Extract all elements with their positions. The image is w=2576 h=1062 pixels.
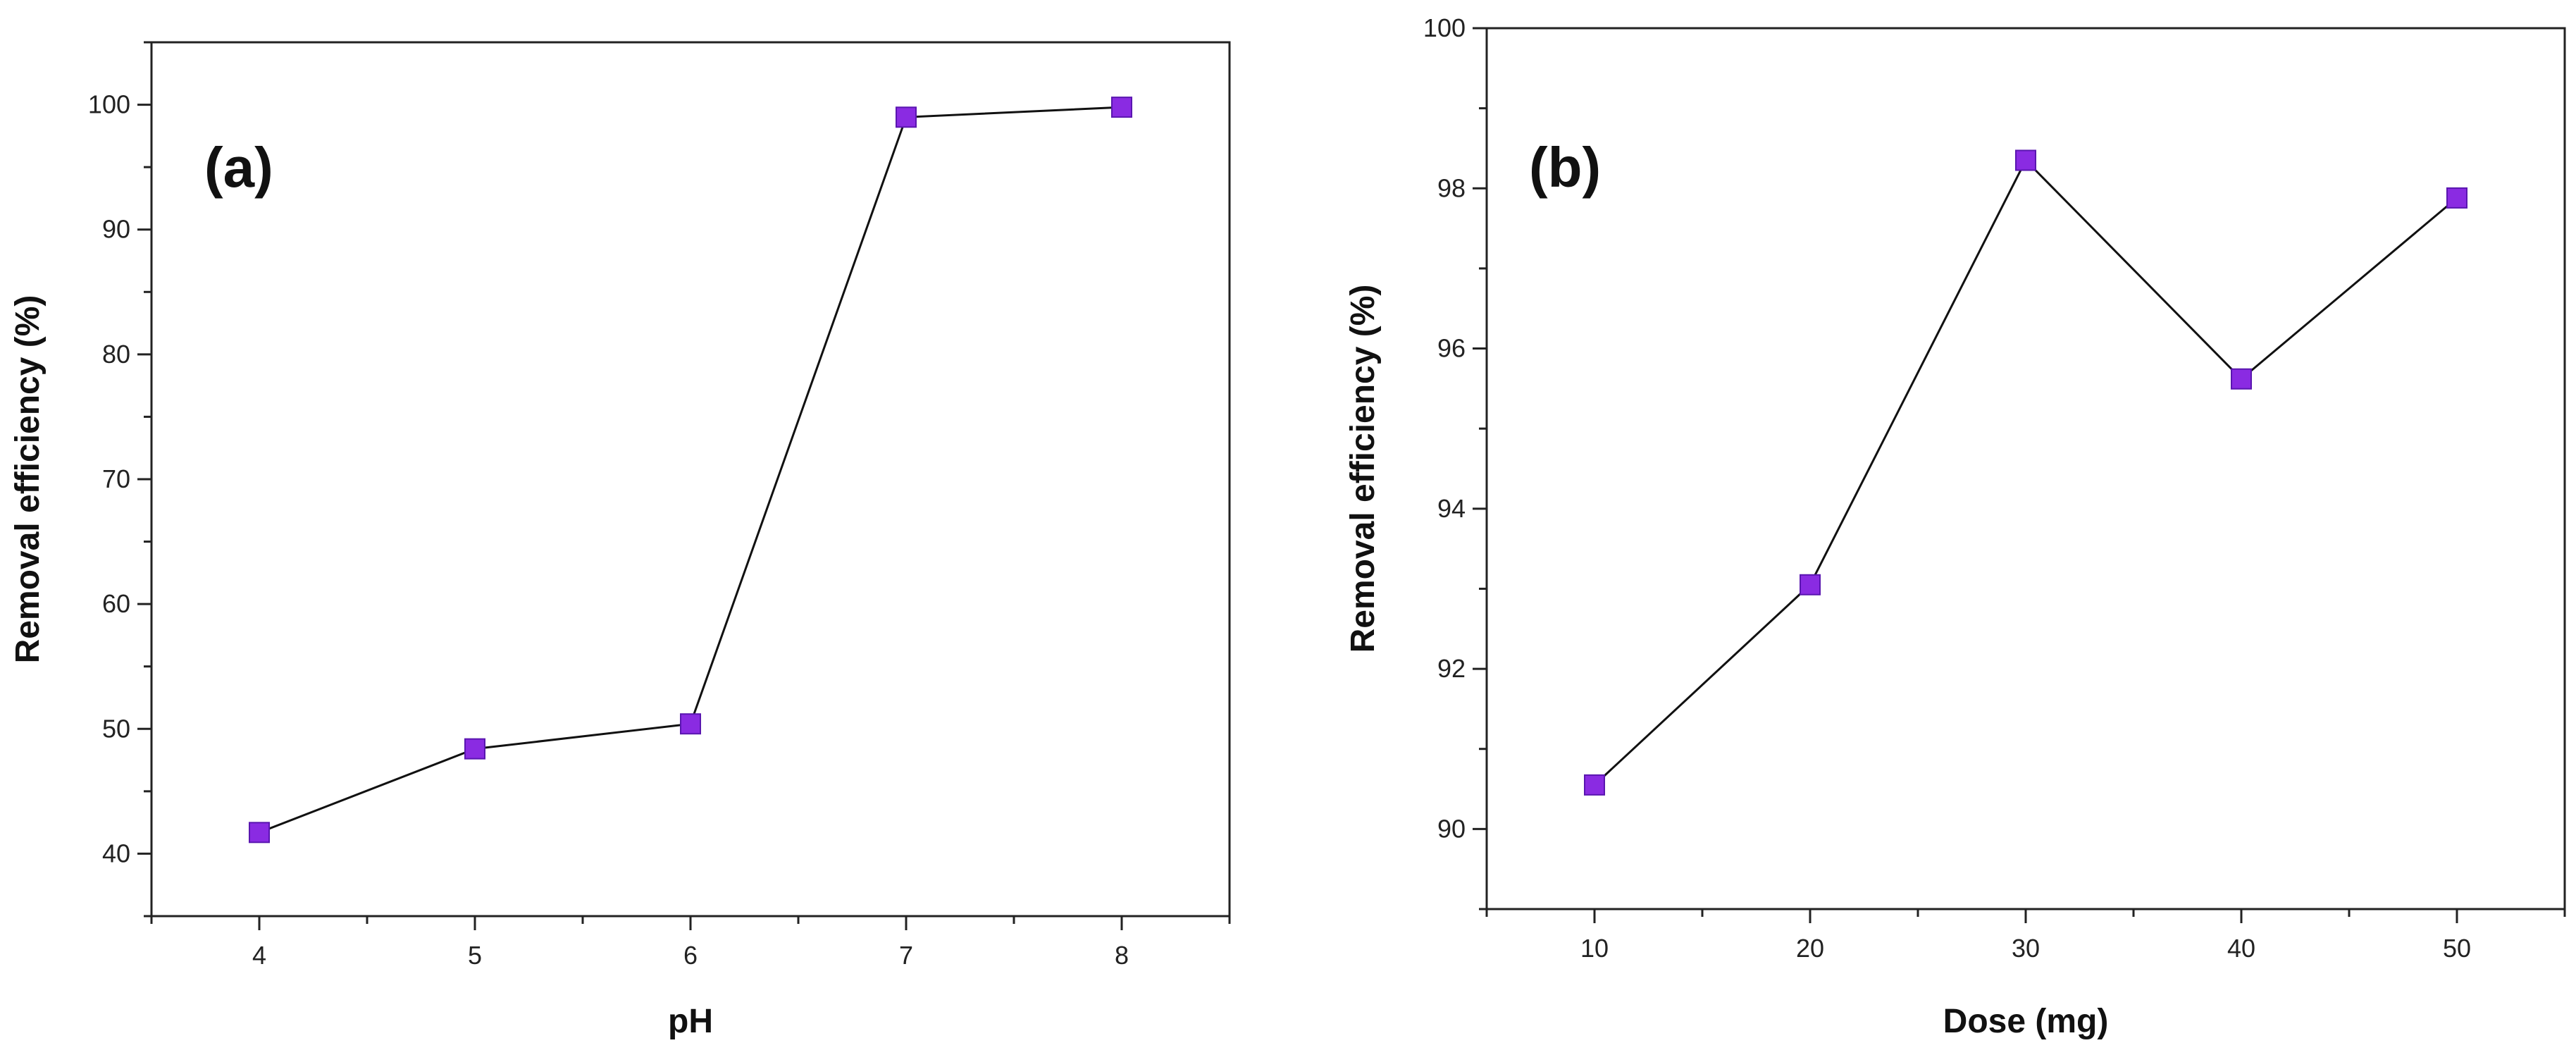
chart-panel-a: 40 50 60 70 80 90 100 4 5 6 7 8 (a) pH Removal eff…	[9, 41, 1231, 1040]
x-tick-label: 8	[1115, 941, 1129, 970]
x-tick-label: 40	[2227, 934, 2255, 963]
x-tick-label: 5	[468, 941, 482, 970]
data-point-marker	[2015, 149, 2036, 171]
data-point-marker	[1800, 574, 1821, 595]
y-tick-label: 100	[88, 90, 130, 119]
y-tick-label: 90	[1437, 814, 1466, 843]
y-axis-title-b: Removal efficiency (%)	[1344, 285, 1382, 653]
panel-label-a: (a)	[204, 136, 273, 199]
y-axis-title-a: Removal efficiency (%)	[9, 295, 47, 664]
plot-area-b	[1584, 149, 2467, 796]
data-point-marker	[464, 738, 485, 760]
y-tick-label: 98	[1437, 173, 1466, 202]
x-tick-label: 4	[252, 941, 266, 970]
x-axis-title-b: Dose (mg)	[1943, 1003, 2109, 1040]
data-point-marker	[249, 822, 270, 844]
y-tick-label: 70	[102, 464, 130, 493]
y-tick-label: 50	[102, 714, 130, 743]
y-tick-label: 60	[102, 589, 130, 618]
plot-area-a	[249, 97, 1132, 844]
x-tick-label: 10	[1580, 934, 1609, 963]
x-tick-label: 7	[899, 941, 913, 970]
plot-frame-a	[150, 41, 1231, 918]
x-axis-ticks-b: 10 20 30 40 50	[1485, 909, 2566, 963]
data-point-marker	[1111, 97, 1132, 118]
y-tick-label: 90	[102, 215, 130, 244]
x-axis-ticks-a: 4 5 6 7 8	[150, 916, 1231, 970]
data-point-marker	[1584, 774, 1605, 796]
x-tick-label: 20	[1796, 934, 1824, 963]
y-tick-label: 100	[1423, 13, 1466, 42]
x-axis-title-a: pH	[668, 1003, 713, 1040]
data-point-marker	[2231, 368, 2252, 390]
x-tick-label: 50	[2443, 934, 2471, 963]
x-tick-label: 6	[683, 941, 698, 970]
data-point-marker	[896, 106, 917, 128]
panel-label-b: (b)	[1529, 136, 1601, 199]
y-tick-label: 40	[102, 839, 130, 867]
y-axis-ticks-a: 40 50 60 70 80 90 100	[88, 41, 151, 918]
y-axis-ticks-b: 90 92 94 96 98 100	[1423, 13, 1487, 910]
y-tick-label: 96	[1437, 334, 1466, 363]
data-point-marker	[680, 713, 701, 735]
y-tick-label: 80	[102, 340, 130, 369]
x-tick-label: 30	[2012, 934, 2040, 963]
y-tick-label: 92	[1437, 654, 1466, 683]
y-tick-label: 94	[1437, 494, 1466, 523]
data-point-marker	[2446, 187, 2467, 209]
chart-panel-b: 90 92 94 96 98 100 10 20 30 40 50 (b) Dose (mg) R…	[1344, 13, 2566, 1040]
series-line	[1593, 158, 2458, 786]
